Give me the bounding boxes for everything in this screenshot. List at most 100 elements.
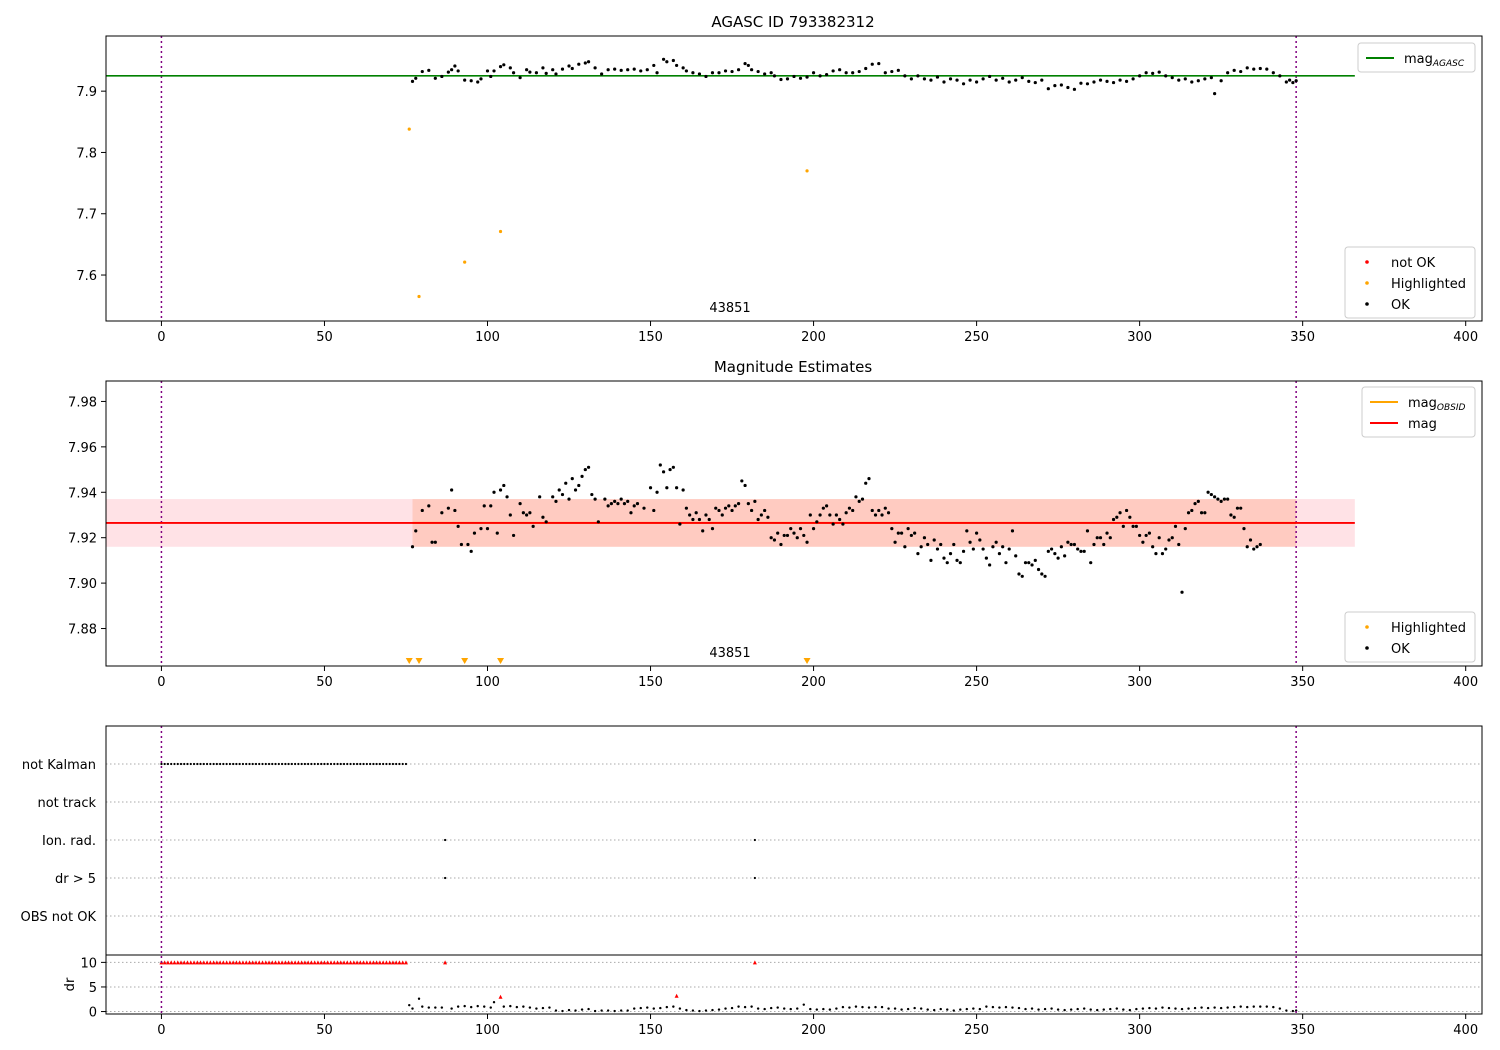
p3-dr-ok-point-89 (985, 1005, 988, 1008)
p2-ok-point-26 (518, 502, 522, 506)
p2-ok-point-179 (1033, 558, 1037, 563)
p1-ok-point-39 (619, 68, 623, 72)
p1-ok-point-107 (1040, 78, 1044, 82)
p1-ok-point-45 (655, 71, 659, 75)
p3-dr-ok-point-103 (1076, 1007, 1079, 1011)
p3-dr-ok-point-78 (913, 1006, 916, 1010)
p3-flag-0-point-9 (189, 762, 192, 766)
p1-ok-point-123 (1144, 71, 1148, 75)
p3-dr-ok-point-1 (411, 1007, 414, 1010)
p1-ok-point-82 (877, 61, 881, 66)
p1-xtick-label-3: 150 (638, 330, 663, 345)
p3-flag-0-point-73 (398, 762, 401, 766)
p1-ok-point-73 (818, 74, 822, 78)
p2-ok-point-208 (1128, 515, 1132, 519)
p3-flag-0-point-20 (225, 762, 228, 766)
p2-ytick-label-5: 7.98 (68, 395, 97, 410)
p1-ok-point-11 (469, 79, 473, 83)
p3-dr-ok-point-17 (515, 1005, 519, 1009)
p3-dr-ok-point-94 (1017, 1006, 1021, 1010)
p3-xtick-label-1: 50 (316, 1023, 333, 1038)
p1-legend-bottom-frame (1344, 246, 1476, 319)
p3-dr-flagged-15 (208, 960, 213, 965)
p2-ok-point-8 (450, 488, 454, 492)
p3-dr-ok-point-134 (1278, 1007, 1282, 1010)
p2-ok-point-40 (570, 477, 574, 481)
p1-legend-bottom-swatch-0 (1365, 260, 1369, 264)
p2-ok-point-157 (961, 549, 966, 553)
p2-ok-point-246 (1252, 547, 1256, 551)
p3-dr-ok-point-24 (561, 1009, 564, 1013)
p2-ok-point-136 (893, 540, 897, 544)
p2-ok-point-36 (557, 488, 561, 492)
p2-ok-point-42 (577, 483, 581, 488)
p3-dr-ok-point-106 (1096, 1008, 1099, 1012)
p1-ok-point-26 (544, 71, 548, 75)
p2-ok-point-127 (864, 481, 868, 485)
p2-ok-point-125 (857, 499, 861, 503)
p3-dr-ok-point-33 (619, 1009, 623, 1012)
p3-flag-0-point-4 (173, 762, 176, 766)
p2-ok-point-56 (626, 499, 630, 503)
p2-ok-point-108 (802, 533, 806, 538)
p1-ok-point-84 (890, 69, 894, 74)
p1-ok-point-81 (870, 62, 874, 66)
p2-ok-point-45 (586, 465, 591, 469)
p3-xtick-label-2: 100 (475, 1023, 500, 1038)
p1-xtick-label-4: 200 (801, 330, 826, 345)
p1-ok-point-99 (988, 74, 992, 79)
agasc-magnitude-panel: AGASC ID 793382312 0 50 100 150 200 250 300 350… (76, 13, 1483, 345)
p1-ok-point-86 (903, 74, 907, 78)
p3-dr-flagged-77 (752, 960, 757, 965)
p1-ok-point-33 (583, 61, 587, 65)
p1-frame (105, 35, 1483, 322)
p2-ok-point-7 (446, 506, 450, 510)
p3-dr-ok-point-114 (1148, 1006, 1151, 1010)
p3-dr-ok-point-39 (659, 1006, 662, 1010)
p3-dr-flagged-70 (387, 960, 392, 965)
p2-ok-point-166 (991, 545, 995, 549)
p3-dr-ok-point-18 (522, 1005, 525, 1008)
p3-flag-0-point-37 (280, 762, 284, 766)
p2-ok-point-25 (511, 533, 516, 538)
p1-ok-point-94 (955, 78, 959, 82)
p3-dr-flagged-22 (231, 960, 236, 965)
p1-legend-top-label-0: magAGASC (1404, 52, 1465, 69)
p2-ytick-label-3: 7.94 (68, 486, 97, 501)
p2-ok-point-197 (1092, 542, 1096, 547)
p3-dr-flagged-2 (165, 960, 170, 965)
p1-legend-bottom-swatch-1 (1365, 281, 1369, 285)
p1-ok-point-21 (518, 76, 522, 80)
p1-ok-point-117 (1105, 79, 1109, 83)
p2-ok-point-152 (945, 561, 949, 565)
p3-flag-0-point-3 (170, 762, 173, 766)
p1-ok-point-101 (1001, 76, 1005, 80)
p3-flag-label-2: Ion. rad. (42, 834, 96, 849)
p2-ok-point-231 (1203, 511, 1207, 515)
p3-dr-ok-point-70 (861, 1005, 864, 1009)
p3-flag-0-point-27 (248, 762, 251, 766)
p2-ok-point-86 (730, 508, 734, 513)
p1-ok-point-121 (1131, 77, 1135, 81)
p2-ok-point-234 (1213, 495, 1217, 499)
p3-dr-ok-point-92 (1004, 1005, 1008, 1009)
p2-ok-point-44 (583, 467, 587, 472)
p2-ok-point-240 (1232, 515, 1236, 519)
p2-ok-point-101 (779, 542, 783, 547)
p3-dr-flagged-26 (244, 960, 249, 965)
p1-ok-point-51 (684, 69, 688, 73)
p2-ok-point-52 (613, 499, 617, 503)
p1-ok-point-70 (798, 76, 803, 80)
p2-xtick-label-2: 100 (475, 675, 500, 690)
p3-flag-0-point-0 (160, 762, 163, 766)
p2-ok-point-112 (815, 520, 819, 524)
p3-dr-ok-point-21 (541, 1006, 545, 1010)
p2-ok-point-21 (498, 488, 503, 492)
p2-ok-point-232 (1206, 490, 1210, 494)
p2-ok-point-186 (1056, 556, 1060, 560)
p1-ok-point-15 (489, 74, 493, 79)
p2-ok-point-97 (766, 515, 770, 519)
p2-ok-point-92 (750, 508, 754, 513)
p3-xtick-label-6: 300 (1127, 1023, 1152, 1038)
p2-ok-point-89 (740, 479, 744, 483)
